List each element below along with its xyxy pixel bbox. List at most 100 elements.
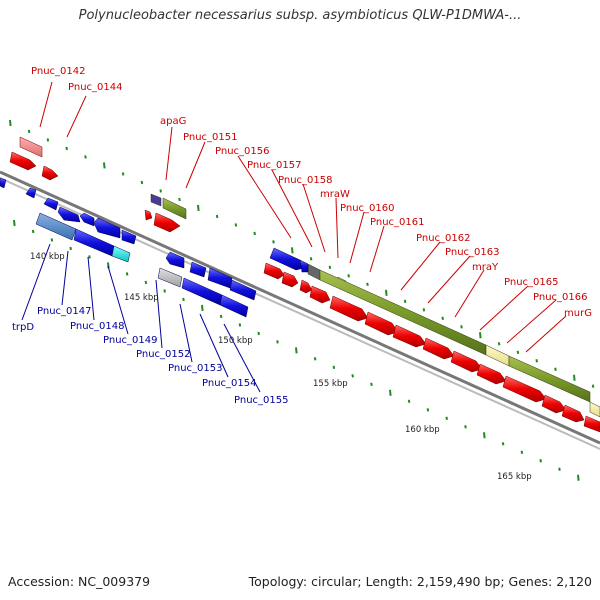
cds-rev-steel xyxy=(35,212,77,241)
tick-dash xyxy=(370,382,373,387)
tick-dash xyxy=(69,246,72,251)
label-Pnuc_0152: Pnuc_0152 xyxy=(136,349,190,360)
tick-dash xyxy=(276,340,279,344)
tick-dash xyxy=(573,374,576,381)
tick-dash xyxy=(234,223,238,227)
tick-dash xyxy=(407,399,411,404)
label-Pnuc_0147: Pnuc_0147 xyxy=(37,306,91,317)
tick-155-kbp: 155 kbp xyxy=(313,379,348,389)
reverse-label-connectors xyxy=(21,243,261,393)
tick-dash xyxy=(197,204,200,212)
tick-165-kbp: 165 kbp xyxy=(497,472,532,482)
label-Pnuc_0157: Pnuc_0157 xyxy=(247,160,301,171)
tick-dash xyxy=(591,384,595,388)
tick-dash xyxy=(272,240,275,244)
cds-rev-cyan xyxy=(111,245,131,263)
cds-rev-right-1 xyxy=(269,247,305,271)
label-mraY: mraY xyxy=(472,262,499,273)
forward-label-connectors xyxy=(39,81,567,353)
cds-end xyxy=(583,415,600,433)
label-Pnuc_0165: Pnuc_0165 xyxy=(504,277,558,288)
label-murG: murG xyxy=(564,308,592,319)
forward-cds-track xyxy=(9,136,600,433)
tick-dash xyxy=(140,180,144,185)
tick-dash xyxy=(441,316,444,320)
tick-dash xyxy=(460,325,463,329)
tick-140-kbp: 140 kbp xyxy=(30,252,65,262)
cds-Pnuc_0155 xyxy=(219,294,249,318)
tick-dash xyxy=(347,274,350,278)
cds-Pnuc_0166 xyxy=(502,375,547,403)
tick-marks-outer xyxy=(9,119,595,388)
tick-dash xyxy=(125,272,129,276)
tick-dash xyxy=(520,450,524,454)
tick-dash xyxy=(535,359,538,363)
cds-Pnuc_0156 xyxy=(263,262,285,280)
tick-dash xyxy=(201,304,204,312)
label-Pnuc_0149: Pnuc_0149 xyxy=(103,335,157,346)
tick-dash xyxy=(9,119,12,127)
tick-150-kbp: 150 kbp xyxy=(218,336,253,346)
cds-Pnuc_0162 xyxy=(392,324,427,348)
tick-marks-inner xyxy=(13,219,580,481)
tick-dash xyxy=(483,432,486,439)
label-Pnuc_0151: Pnuc_0151 xyxy=(183,132,237,143)
cds-Pnuc_0158 xyxy=(299,279,313,294)
cds-mraY xyxy=(450,350,483,373)
label-apaG: apaG xyxy=(160,116,186,127)
cds-Pnuc_0152a xyxy=(165,251,185,269)
cds-apaG-arrow xyxy=(144,209,153,221)
label-Pnuc_0158: Pnuc_0158 xyxy=(278,175,332,186)
tick-dash xyxy=(403,299,407,304)
tick-dash xyxy=(215,214,219,219)
cds-murG-b xyxy=(561,404,585,423)
scale-labels: 140 kbp 145 kbp 150 kbp 155 kbp 160 kbp … xyxy=(30,252,532,482)
feature-apaG xyxy=(162,197,187,220)
label-Pnuc_0160: Pnuc_0160 xyxy=(340,203,394,214)
tick-dash xyxy=(159,189,162,193)
tick-dash xyxy=(328,265,332,270)
label-Pnuc_0163: Pnuc_0163 xyxy=(445,247,499,258)
tick-dash xyxy=(182,297,185,302)
cds-Pnuc_0163 xyxy=(422,337,455,360)
reverse-gene-labels: trpD Pnuc_0147 Pnuc_0148 Pnuc_0149 Pnuc_… xyxy=(12,306,288,406)
cds-Pnuc_0144 xyxy=(41,165,59,181)
tick-dash xyxy=(577,474,580,481)
reverse-cds-track xyxy=(0,177,309,318)
label-Pnuc_0162: Pnuc_0162 xyxy=(416,233,470,244)
feature-apaG-purple xyxy=(150,193,162,207)
cds-rev-left-3 xyxy=(43,197,59,211)
tick-dash xyxy=(366,282,369,287)
tick-dash xyxy=(84,155,87,159)
cds-rev-left-1 xyxy=(0,177,7,189)
cds-mraW xyxy=(309,285,331,304)
cds-Pnuc_0165 xyxy=(476,363,507,385)
label-Pnuc_0142: Pnuc_0142 xyxy=(31,66,85,77)
cds-murG xyxy=(541,394,567,414)
label-Pnuc_0155: Pnuc_0155 xyxy=(234,395,288,406)
feature-gray xyxy=(307,263,321,281)
label-Pnuc_0144: Pnuc_0144 xyxy=(68,82,122,93)
label-Pnuc_0148: Pnuc_0148 xyxy=(70,321,124,332)
cds-Pnuc_0152-gray xyxy=(157,267,183,288)
label-Pnuc_0153: Pnuc_0153 xyxy=(168,363,222,374)
tick-dash xyxy=(539,459,542,463)
cds-rev-left-2 xyxy=(25,187,37,199)
tick-dash xyxy=(238,323,242,327)
tick-dash xyxy=(257,331,260,336)
cds-Pnuc_0161 xyxy=(364,311,399,336)
tick-dash xyxy=(554,367,557,371)
tick-dash xyxy=(497,342,501,346)
tick-dash xyxy=(445,416,448,420)
forward-gene-labels: Pnuc_0142 Pnuc_0144 apaG Pnuc_0151 Pnuc_… xyxy=(31,66,592,319)
cds-rev-right-2 xyxy=(299,259,309,273)
label-Pnuc_0166: Pnuc_0166 xyxy=(533,292,587,303)
tick-dash xyxy=(309,257,313,261)
tick-dash xyxy=(27,129,31,134)
tick-160-kbp: 160 kbp xyxy=(405,425,440,435)
tick-145-kbp: 145 kbp xyxy=(124,293,159,303)
cds-Pnuc_0153 xyxy=(207,267,233,289)
feature-yellow-2 xyxy=(485,344,510,367)
label-mraW: mraW xyxy=(320,189,350,200)
